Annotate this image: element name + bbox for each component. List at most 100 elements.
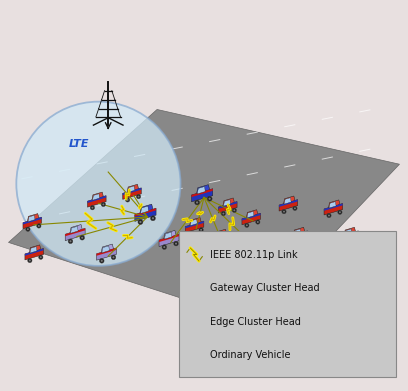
- Circle shape: [283, 211, 285, 213]
- Circle shape: [207, 196, 212, 201]
- Polygon shape: [135, 208, 156, 217]
- Polygon shape: [135, 208, 156, 221]
- Circle shape: [125, 198, 130, 202]
- Polygon shape: [70, 224, 82, 233]
- Polygon shape: [185, 221, 204, 228]
- Polygon shape: [294, 229, 301, 235]
- Circle shape: [191, 357, 195, 361]
- Polygon shape: [289, 231, 308, 242]
- Circle shape: [189, 232, 191, 234]
- Polygon shape: [189, 317, 203, 325]
- Polygon shape: [218, 201, 237, 209]
- Circle shape: [195, 200, 200, 205]
- Polygon shape: [189, 350, 203, 359]
- Polygon shape: [92, 192, 103, 200]
- Circle shape: [200, 323, 202, 324]
- Circle shape: [355, 239, 357, 240]
- Circle shape: [175, 242, 177, 245]
- Polygon shape: [29, 245, 41, 253]
- Circle shape: [174, 241, 178, 246]
- Polygon shape: [96, 248, 116, 256]
- Polygon shape: [289, 231, 308, 238]
- Circle shape: [255, 220, 260, 224]
- Circle shape: [342, 241, 347, 245]
- Polygon shape: [193, 348, 198, 353]
- Polygon shape: [193, 314, 201, 320]
- Circle shape: [328, 215, 330, 217]
- Polygon shape: [189, 350, 203, 355]
- Polygon shape: [9, 109, 399, 321]
- Circle shape: [191, 291, 195, 294]
- Circle shape: [245, 223, 249, 228]
- Circle shape: [200, 288, 203, 292]
- Circle shape: [26, 227, 30, 231]
- Polygon shape: [211, 233, 229, 244]
- Polygon shape: [328, 200, 340, 208]
- Circle shape: [246, 224, 248, 226]
- FancyBboxPatch shape: [179, 231, 396, 377]
- Circle shape: [200, 289, 202, 291]
- Circle shape: [100, 258, 104, 263]
- Circle shape: [192, 292, 193, 293]
- Circle shape: [221, 212, 226, 216]
- Polygon shape: [218, 201, 237, 213]
- Circle shape: [69, 240, 71, 242]
- Circle shape: [39, 255, 43, 259]
- Circle shape: [192, 325, 193, 326]
- Polygon shape: [215, 229, 226, 237]
- Polygon shape: [164, 232, 172, 239]
- Circle shape: [252, 254, 254, 256]
- Circle shape: [101, 202, 106, 206]
- Polygon shape: [140, 204, 153, 213]
- Polygon shape: [340, 231, 358, 242]
- Circle shape: [199, 228, 203, 232]
- Circle shape: [151, 216, 155, 221]
- Polygon shape: [193, 281, 201, 287]
- Polygon shape: [87, 196, 106, 203]
- Polygon shape: [224, 199, 231, 206]
- Circle shape: [304, 239, 306, 240]
- Polygon shape: [193, 282, 198, 287]
- Circle shape: [233, 209, 235, 211]
- Circle shape: [293, 242, 295, 244]
- Polygon shape: [344, 227, 355, 235]
- Text: Edge Cluster Head: Edge Cluster Head: [210, 317, 301, 326]
- Polygon shape: [189, 283, 203, 292]
- Polygon shape: [164, 230, 176, 239]
- Polygon shape: [65, 228, 85, 240]
- Polygon shape: [223, 198, 234, 206]
- Circle shape: [196, 201, 198, 204]
- Polygon shape: [27, 213, 39, 222]
- Polygon shape: [25, 248, 44, 256]
- Polygon shape: [23, 217, 42, 224]
- Circle shape: [338, 210, 342, 214]
- Circle shape: [139, 221, 142, 223]
- Circle shape: [101, 260, 103, 262]
- Circle shape: [327, 213, 331, 218]
- Polygon shape: [279, 199, 298, 207]
- Polygon shape: [127, 184, 139, 192]
- Polygon shape: [329, 202, 336, 208]
- Circle shape: [200, 321, 203, 325]
- Polygon shape: [242, 213, 261, 221]
- Polygon shape: [252, 239, 264, 247]
- Circle shape: [200, 355, 203, 358]
- Polygon shape: [189, 317, 203, 322]
- Polygon shape: [247, 211, 254, 218]
- Circle shape: [208, 197, 211, 200]
- Polygon shape: [28, 215, 35, 222]
- Polygon shape: [123, 188, 141, 195]
- Circle shape: [28, 258, 32, 263]
- Circle shape: [29, 260, 31, 262]
- Circle shape: [294, 207, 296, 209]
- Polygon shape: [253, 240, 260, 247]
- Circle shape: [292, 241, 296, 245]
- Text: IEEE 802.11p Link: IEEE 802.11p Link: [210, 250, 297, 260]
- Polygon shape: [65, 228, 85, 236]
- Text: Gateway Cluster Head: Gateway Cluster Head: [210, 283, 319, 293]
- Polygon shape: [284, 196, 295, 204]
- Circle shape: [27, 228, 29, 230]
- Polygon shape: [140, 206, 149, 213]
- Polygon shape: [25, 248, 44, 260]
- Polygon shape: [284, 198, 291, 204]
